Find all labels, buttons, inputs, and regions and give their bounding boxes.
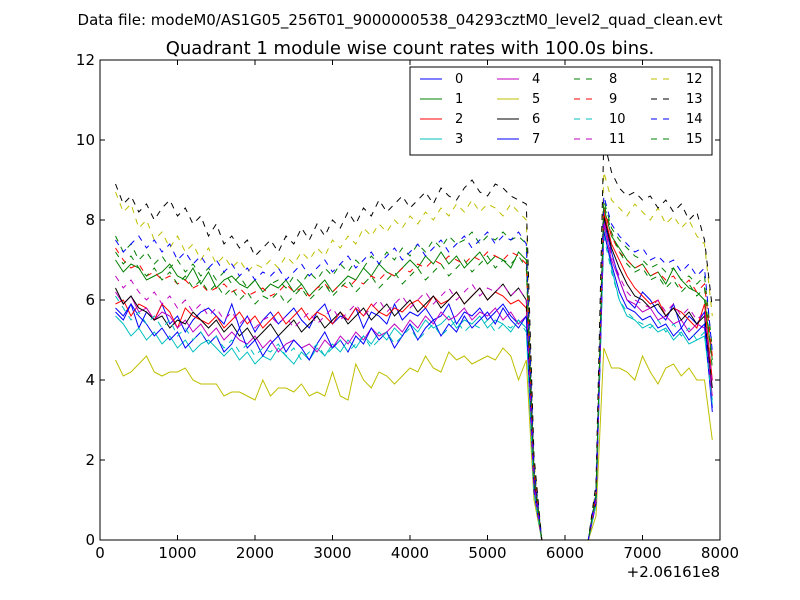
series-line-8 [115, 199, 713, 540]
y-tick-label: 0 [85, 531, 95, 549]
series-line-4 [115, 223, 713, 540]
legend-label-0: 0 [455, 72, 463, 87]
series-line-5 [115, 347, 713, 540]
x-tick-label: 3000 [313, 544, 351, 562]
series-line-0 [115, 219, 713, 540]
series-line-14 [115, 195, 713, 540]
x-tick-label: 6000 [546, 544, 584, 562]
x-tick-label: 7000 [623, 544, 661, 562]
x-tick-label: 1000 [158, 544, 196, 562]
legend-label-7: 7 [532, 132, 540, 147]
x-tick-label: 0 [95, 544, 105, 562]
series-layer [115, 139, 713, 540]
series-line-3 [115, 227, 713, 540]
legend-label-5: 5 [532, 92, 540, 107]
series-line-2 [115, 211, 713, 540]
legend-label-9: 9 [609, 92, 617, 107]
legend-label-12: 12 [686, 72, 703, 87]
chart-title: Quadrant 1 module wise count rates with … [166, 38, 655, 59]
legend-label-3: 3 [455, 132, 463, 147]
legend-label-2: 2 [455, 112, 463, 127]
x-tick-label: 2000 [236, 544, 274, 562]
legend-label-14: 14 [686, 112, 703, 127]
x-offset-label: +2.06161e8 [627, 563, 720, 581]
legend-label-11: 11 [609, 132, 626, 147]
y-tick-label: 8 [85, 211, 95, 229]
x-tick-label: 4000 [391, 544, 429, 562]
series-line-10 [115, 235, 713, 540]
legend-label-15: 15 [686, 132, 703, 147]
series-line-6 [115, 215, 713, 540]
legend-box [409, 66, 713, 156]
chart-suptitle: Data file: modeM0/AS1G05_256T01_90000005… [78, 11, 723, 30]
legend-label-1: 1 [455, 92, 463, 107]
y-tick-label: 10 [76, 131, 95, 149]
series-line-11 [115, 219, 713, 540]
legend-label-13: 13 [686, 92, 703, 107]
series-line-13 [115, 139, 713, 540]
legend-label-10: 10 [609, 112, 626, 127]
y-tick-label: 12 [76, 51, 95, 69]
y-tick-label: 6 [85, 291, 95, 309]
legend-label-8: 8 [609, 72, 617, 87]
x-tick-label: 5000 [468, 544, 506, 562]
series-line-9 [115, 207, 713, 540]
x-tick-label: 8000 [701, 544, 739, 562]
legend-label-4: 4 [532, 72, 540, 87]
axis-ticks: 0 1000 2000 3000 4000 5000 6000 7000 80000246810… [76, 51, 739, 562]
legend-label-6: 6 [532, 112, 540, 127]
series-line-15 [115, 203, 713, 540]
y-tick-label: 4 [85, 371, 95, 389]
y-tick-label: 2 [85, 451, 95, 469]
series-line-12 [115, 171, 713, 540]
